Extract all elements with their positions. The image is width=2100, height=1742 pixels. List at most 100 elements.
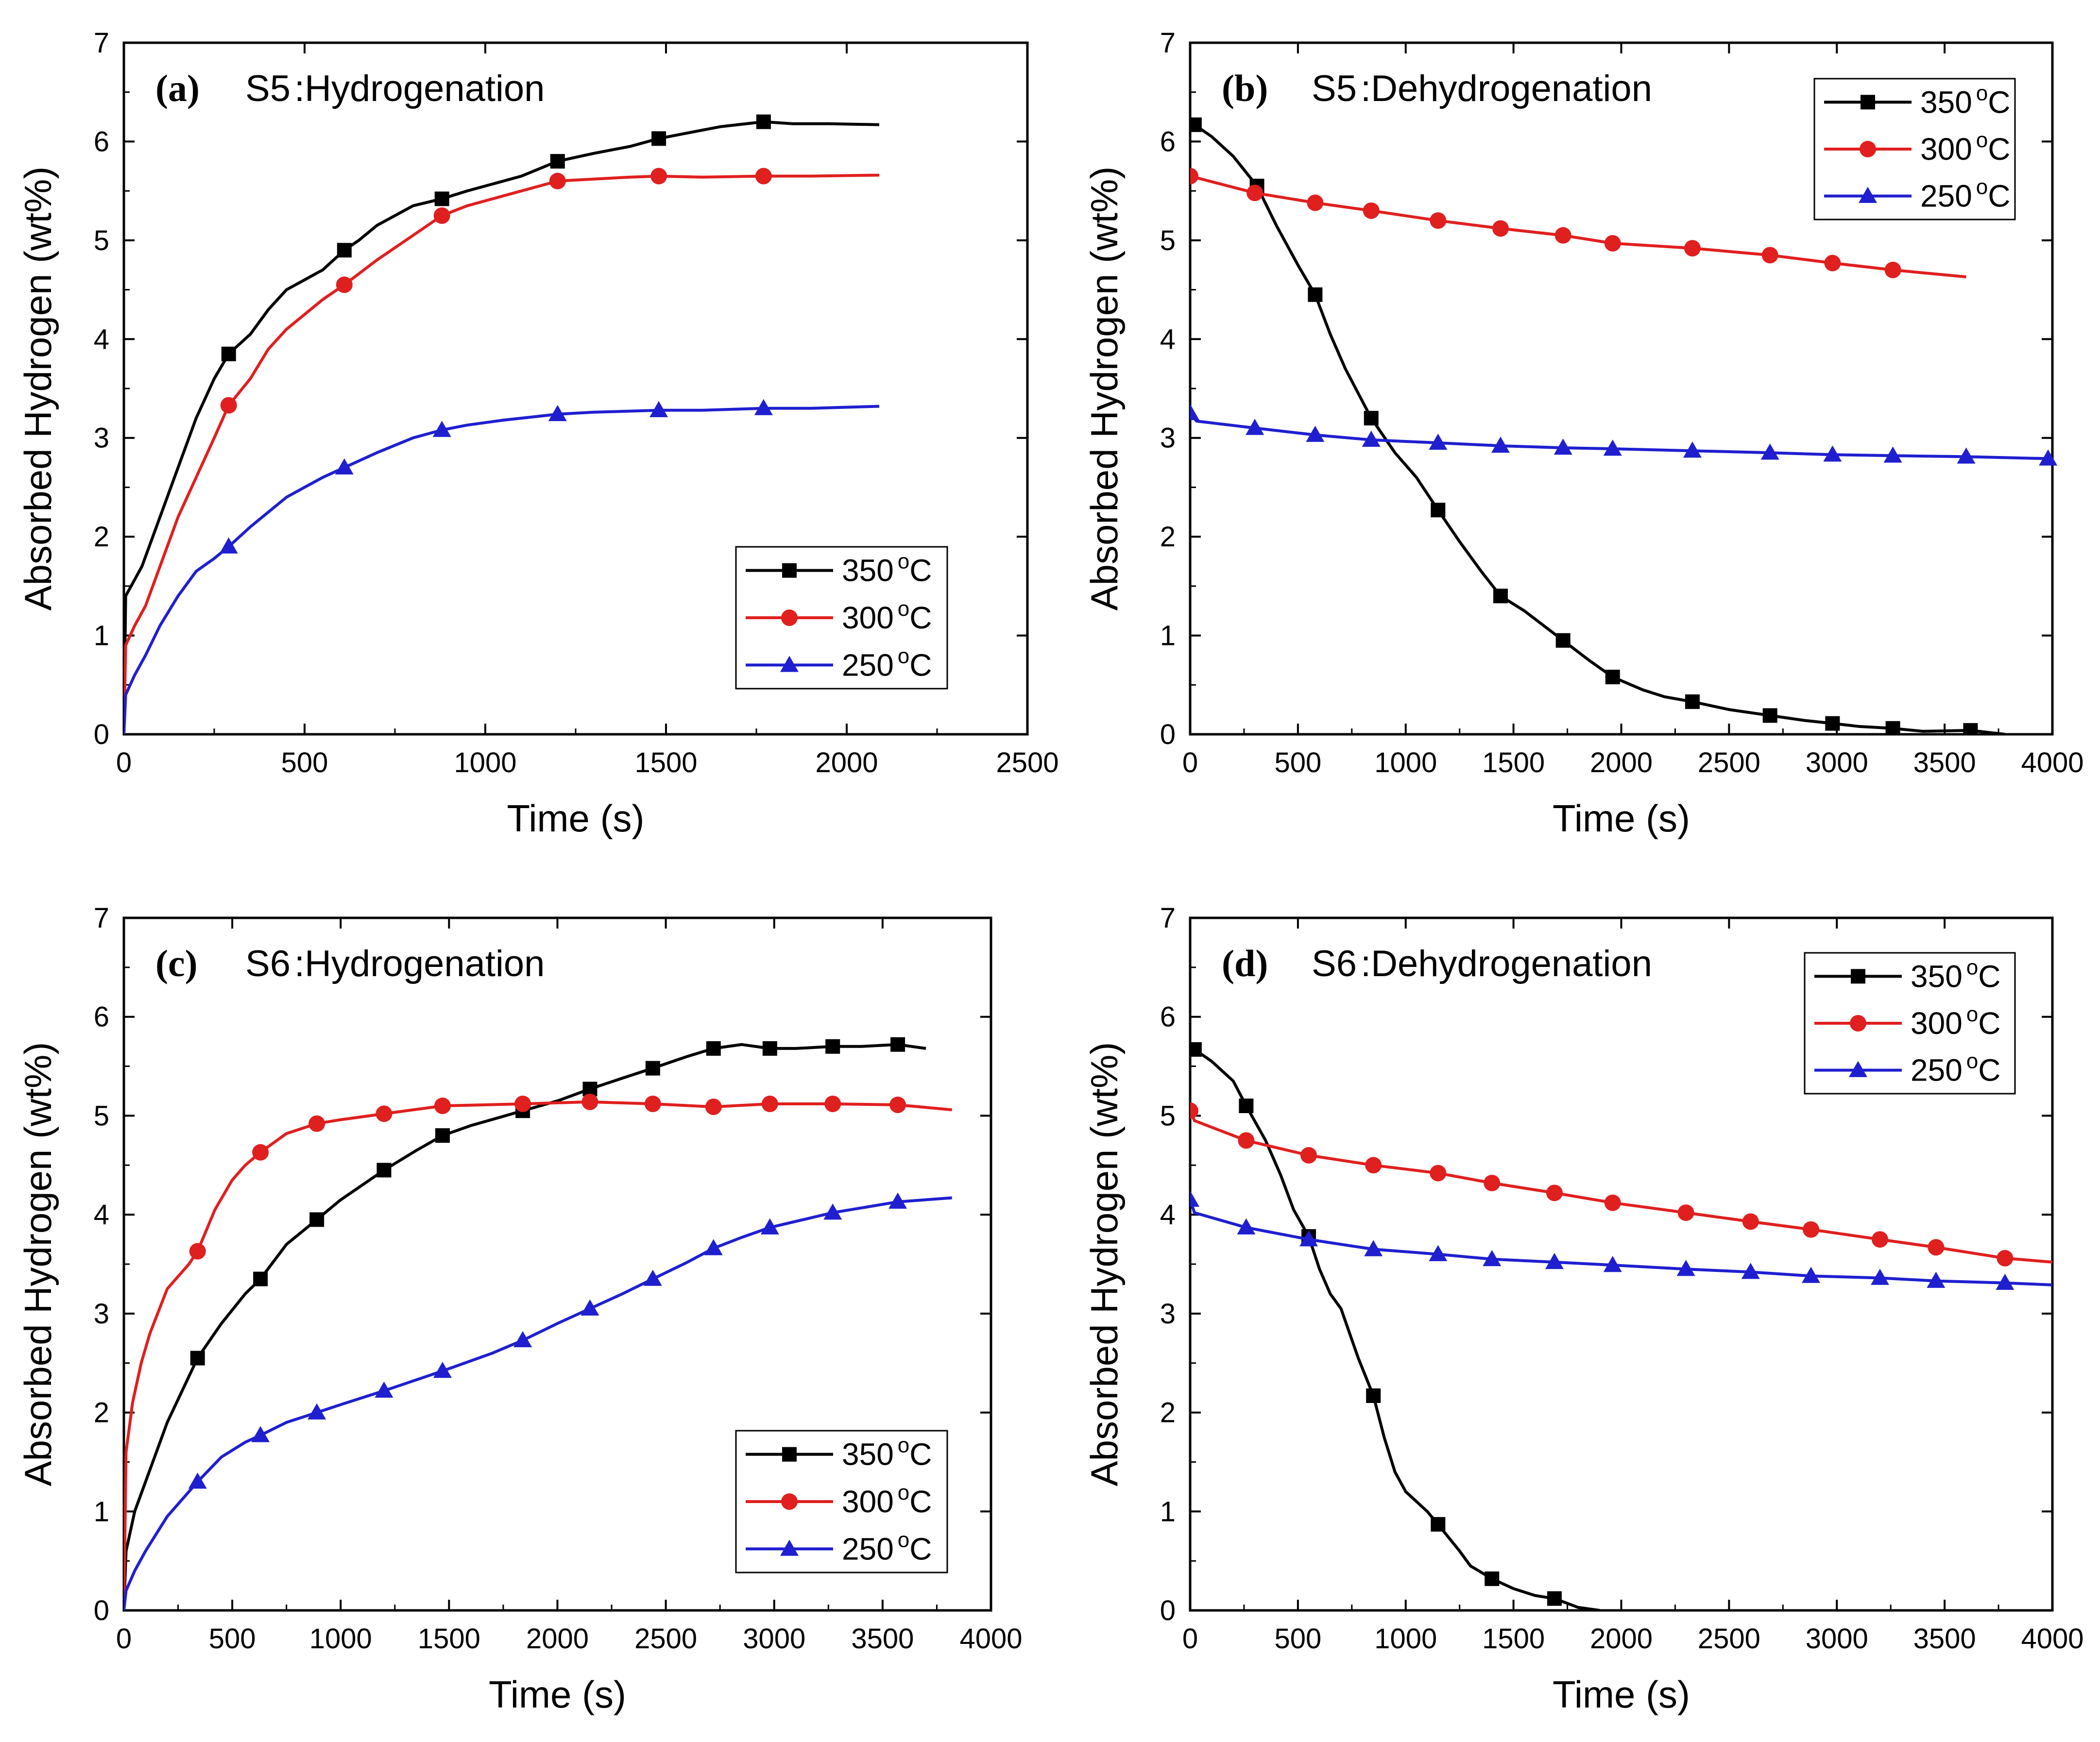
panel-title: S6:Hydrogenation: [245, 943, 545, 984]
degree-symbol: o: [898, 1528, 909, 1552]
y-tick-label: 6: [1160, 1001, 1176, 1033]
legend-temp: 350: [1911, 959, 1963, 994]
data-point-350C: [1963, 723, 1978, 734]
data-point-350C: [1762, 708, 1777, 723]
x-tick-label: 0: [1182, 747, 1198, 778]
y-axis-label: Absorbed Hydrogen (wt%): [17, 1042, 59, 1487]
y-tick-label: 4: [94, 1199, 109, 1231]
data-point-300C: [433, 207, 450, 224]
data-point-250C: [1237, 1218, 1256, 1235]
panel-title: S5:Dehydrogenation: [1312, 68, 1652, 109]
data-point-300C: [1484, 1174, 1501, 1191]
chart-panel-1: 0 500 1000 1500 2000 2500 3000 3500 4000 0 1 2 3 4 5 6 7…: [1083, 27, 2084, 840]
data-point-350C: [434, 191, 449, 206]
data-point-350C: [253, 1271, 268, 1286]
data-point-350C: [825, 1039, 840, 1054]
y-tick-label: 5: [94, 1100, 109, 1132]
data-point-300C: [1928, 1239, 1945, 1256]
data-point-300C: [1604, 1194, 1621, 1211]
panel-colon: :: [1361, 68, 1371, 109]
x-tick-label: 4000: [2021, 1623, 2083, 1655]
data-point-300C: [252, 1144, 269, 1161]
legend-temp: 250: [1911, 1053, 1963, 1088]
y-tick-label: 0: [1160, 719, 1176, 750]
data-point-250C: [375, 1381, 393, 1398]
y-tick-label: 5: [1160, 1100, 1176, 1132]
data-point-300C: [514, 1095, 531, 1112]
degree-symbol: o: [898, 644, 909, 668]
series-line-250C: [124, 405, 880, 734]
y-tick-label: 1: [1160, 620, 1176, 652]
legend-unit: C: [1978, 959, 2000, 994]
y-tick-label: 0: [94, 719, 109, 750]
degree-symbol: o: [1966, 1002, 1978, 1026]
panel-letter: (b): [1222, 67, 1268, 109]
y-tick-label: 1: [94, 620, 109, 652]
panel-letter: (a): [155, 67, 200, 109]
data-point-350C: [1431, 503, 1446, 518]
degree-symbol: o: [1976, 81, 1988, 105]
legend-temp: 250: [1920, 179, 1972, 214]
data-point-250C: [433, 1362, 452, 1378]
data-point-250C: [1554, 439, 1572, 455]
legend-temp: 250: [842, 1531, 894, 1566]
chart-panel-0: 0 500 1000 1500 2000 2500 0 1 2 3 4 5 6 7 Time (s) Abso…: [17, 27, 1059, 840]
data-point-250C: [1483, 1250, 1502, 1267]
degree-symbol: o: [898, 597, 909, 621]
x-tick-label: 1000: [1374, 1623, 1437, 1655]
legend-label-250C: 250 oC: [1911, 1049, 2000, 1088]
y-tick-label: 1: [94, 1496, 109, 1527]
data-point-350C: [890, 1037, 905, 1052]
data-point-250C: [1603, 1256, 1622, 1272]
data-point-250C: [1362, 430, 1381, 447]
x-tick-label: 3000: [1806, 747, 1868, 778]
data-point-250C: [1299, 1230, 1318, 1247]
data-point-300C: [1884, 261, 1901, 278]
data-point-300C: [1492, 220, 1509, 237]
data-point-350C: [645, 1061, 660, 1076]
data-point-300C: [1677, 1204, 1694, 1221]
x-tick-label: 1500: [1482, 1623, 1545, 1655]
y-tick-label: 2: [1160, 521, 1176, 553]
legend-temp: 350: [842, 553, 894, 588]
legend-marker-350C: [1861, 95, 1875, 110]
legend-temp: 350: [842, 1437, 894, 1472]
panel-title: S5:Hydrogenation: [245, 68, 545, 109]
y-tick-label: 5: [1160, 225, 1176, 256]
panel-colon: :: [294, 943, 305, 984]
data-point-300C: [1872, 1231, 1888, 1248]
panel-title: S6:Dehydrogenation: [1312, 943, 1652, 984]
data-point-350C: [221, 346, 236, 361]
x-tick-label: 2500: [1698, 1623, 1760, 1655]
data-point-250C: [1957, 447, 1976, 464]
data-point-300C: [1430, 1165, 1447, 1182]
y-tick-label: 1: [1160, 1496, 1176, 1527]
data-point-300C: [1365, 1157, 1382, 1174]
data-point-250C: [1802, 1267, 1820, 1283]
data-point-250C: [1603, 440, 1622, 456]
x-tick-label: 500: [1274, 747, 1321, 778]
legend-unit: C: [909, 647, 932, 682]
data-point-300C: [1190, 168, 1198, 185]
data-point-250C: [1491, 436, 1510, 453]
x-tick-label: 0: [1182, 1623, 1198, 1655]
x-tick-label: 1500: [634, 747, 697, 778]
data-point-350C: [706, 1041, 721, 1056]
data-point-300C: [1300, 1147, 1317, 1164]
data-point-350C: [651, 131, 666, 146]
panel-colon: :: [294, 68, 305, 109]
data-point-300C: [644, 1095, 661, 1112]
series-group: [1190, 117, 2058, 734]
data-point-250C: [1823, 445, 1842, 462]
panel-sample: S5: [245, 68, 290, 109]
data-point-300C: [189, 1243, 206, 1260]
legend-marker-250C: [1859, 186, 1877, 203]
data-point-250C: [643, 1269, 662, 1286]
data-point-350C: [1555, 633, 1571, 648]
x-tick-label: 500: [209, 1623, 256, 1655]
data-point-300C: [1684, 240, 1701, 257]
x-axis-label: Time (s): [507, 797, 644, 840]
legend-unit: C: [1988, 85, 2010, 119]
y-tick-label: 3: [1160, 1298, 1176, 1330]
data-point-350C: [1493, 589, 1508, 604]
